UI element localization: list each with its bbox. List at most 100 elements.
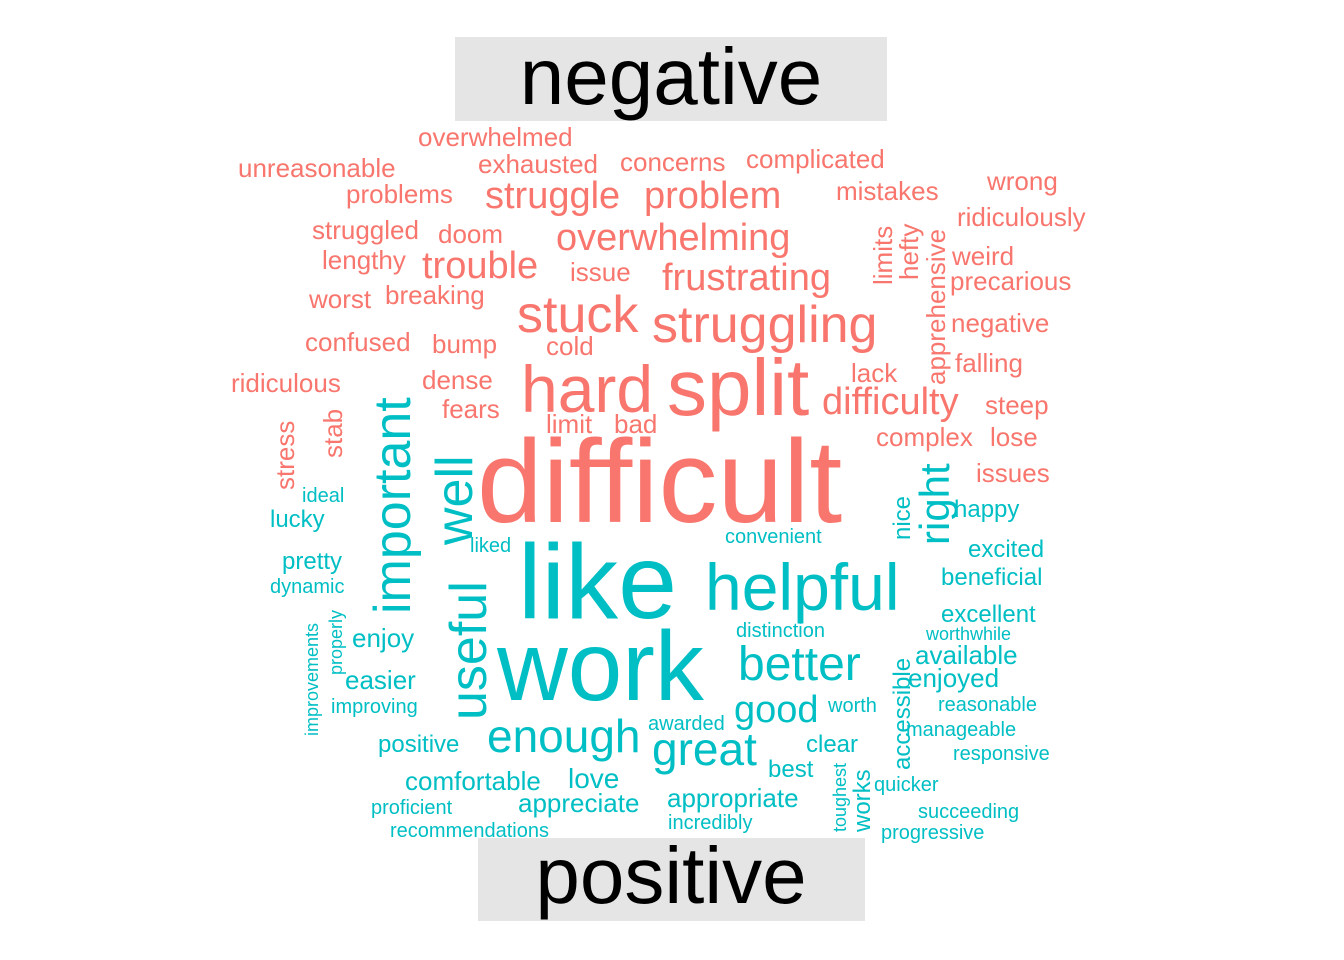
- word-recommendations: recommendations: [390, 820, 549, 842]
- word-well: well: [426, 455, 484, 546]
- word-doom: doom: [438, 219, 503, 249]
- word-awarded: awarded: [648, 713, 725, 735]
- word-ridiculously: ridiculously: [957, 202, 1086, 232]
- word-lack: lack: [851, 358, 898, 388]
- word-confused: confused: [305, 327, 411, 357]
- word-concerns: concerns: [620, 147, 726, 177]
- group-label-negative-text: negative: [520, 32, 822, 121]
- word-issue: issue: [570, 257, 631, 287]
- word-quicker: quicker: [874, 774, 939, 796]
- word-appropriate: appropriate: [667, 783, 799, 813]
- word-comfortable: comfortable: [405, 766, 541, 796]
- word-limits: limits: [868, 226, 898, 285]
- word-responsive: responsive: [953, 743, 1050, 765]
- word-distinction: distinction: [736, 620, 825, 642]
- word-cold: cold: [546, 331, 594, 361]
- word-unreasonable: unreasonable: [238, 153, 396, 183]
- word-excited: excited: [968, 536, 1044, 563]
- word-problems: problems: [346, 179, 453, 209]
- word-breaking: breaking: [385, 280, 485, 310]
- word-appreciate: appreciate: [518, 788, 639, 818]
- word-stress: stress: [270, 421, 300, 490]
- group-label-positive: positive: [478, 831, 865, 921]
- word-mistakes: mistakes: [836, 176, 939, 206]
- word-worst: worst: [308, 284, 372, 314]
- word-hard: hard: [521, 352, 653, 426]
- word-worthwhile: worthwhile: [925, 624, 1011, 644]
- word-manageable: manageable: [906, 719, 1016, 741]
- word-stab: stab: [318, 409, 348, 458]
- word-bad: bad: [614, 409, 657, 439]
- word-complex: complex: [876, 422, 973, 452]
- word-lengthy: lengthy: [322, 245, 406, 275]
- word-accessible: accessible: [889, 658, 916, 770]
- word-issues: issues: [976, 458, 1050, 488]
- word-difficult: difficult: [477, 416, 842, 548]
- word-better: better: [738, 638, 861, 691]
- word-weird: weird: [951, 241, 1014, 271]
- word-liked: liked: [470, 535, 511, 557]
- word-pretty: pretty: [282, 548, 342, 575]
- word-important: important: [364, 397, 422, 614]
- word-toughest: toughest: [830, 763, 850, 832]
- group-label-negative: negative: [455, 32, 887, 121]
- word-frustrating: frustrating: [662, 257, 831, 299]
- word-excellent: excellent: [941, 601, 1036, 628]
- word-reasonable: reasonable: [938, 694, 1037, 716]
- word-improvements: improvements: [302, 623, 322, 736]
- word-hefty: hefty: [894, 224, 924, 280]
- word-bump: bump: [432, 329, 497, 359]
- word-properly: properly: [326, 610, 346, 675]
- word-available: available: [915, 640, 1018, 670]
- word-split: split: [667, 343, 809, 432]
- word-falling: falling: [955, 348, 1023, 378]
- word-overwhelming: overwhelming: [556, 217, 790, 259]
- word-exhausted: exhausted: [478, 149, 598, 179]
- word-useful: useful: [440, 581, 498, 720]
- word-stuck: stuck: [517, 286, 639, 344]
- word-struggled: struggled: [312, 215, 419, 245]
- word-struggle: struggle: [485, 175, 620, 217]
- word-clear: clear: [806, 731, 858, 758]
- word-best: best: [768, 756, 814, 783]
- word-right: right: [911, 463, 958, 545]
- word-dense: dense: [422, 365, 493, 395]
- word-great: great: [652, 723, 757, 775]
- word-steep: steep: [985, 390, 1049, 420]
- word-struggling: struggling: [652, 296, 877, 354]
- group-label-positive-text: positive: [535, 831, 806, 920]
- word-lose: lose: [990, 422, 1038, 452]
- word-improving: improving: [331, 696, 418, 718]
- word-apprehensive: apprehensive: [921, 229, 951, 385]
- word-like: like: [518, 523, 677, 641]
- word-complicated: complicated: [746, 144, 885, 174]
- word-enjoy: enjoy: [352, 623, 414, 653]
- word-positive: positive: [378, 731, 459, 758]
- word-enough: enough: [487, 710, 641, 762]
- word-nice: nice: [889, 496, 916, 540]
- word-ideal: ideal: [302, 485, 344, 507]
- word-proficient: proficient: [371, 797, 453, 819]
- word-worth: worth: [827, 695, 877, 717]
- word-fears: fears: [442, 394, 500, 424]
- word-happy: happy: [954, 496, 1019, 523]
- word-limit: limit: [546, 409, 593, 439]
- word-convenient: convenient: [725, 526, 822, 548]
- word-ridiculous: ridiculous: [231, 368, 341, 398]
- word-love: love: [568, 763, 619, 794]
- word-difficulty: difficulty: [822, 381, 959, 423]
- word-wrong: wrong: [986, 166, 1058, 196]
- word-enjoyed: enjoyed: [908, 663, 999, 693]
- word-dynamic: dynamic: [270, 576, 344, 598]
- word-trouble: trouble: [422, 245, 538, 287]
- word-lucky: lucky: [270, 506, 325, 533]
- word-negative: negative: [951, 308, 1049, 338]
- word-good: good: [734, 689, 819, 731]
- word-easier: easier: [345, 665, 416, 695]
- word-incredibly: incredibly: [668, 812, 752, 834]
- word-progressive: progressive: [881, 822, 984, 844]
- word-overwhelmed: overwhelmed: [418, 122, 573, 152]
- word-succeeding: succeeding: [918, 801, 1019, 823]
